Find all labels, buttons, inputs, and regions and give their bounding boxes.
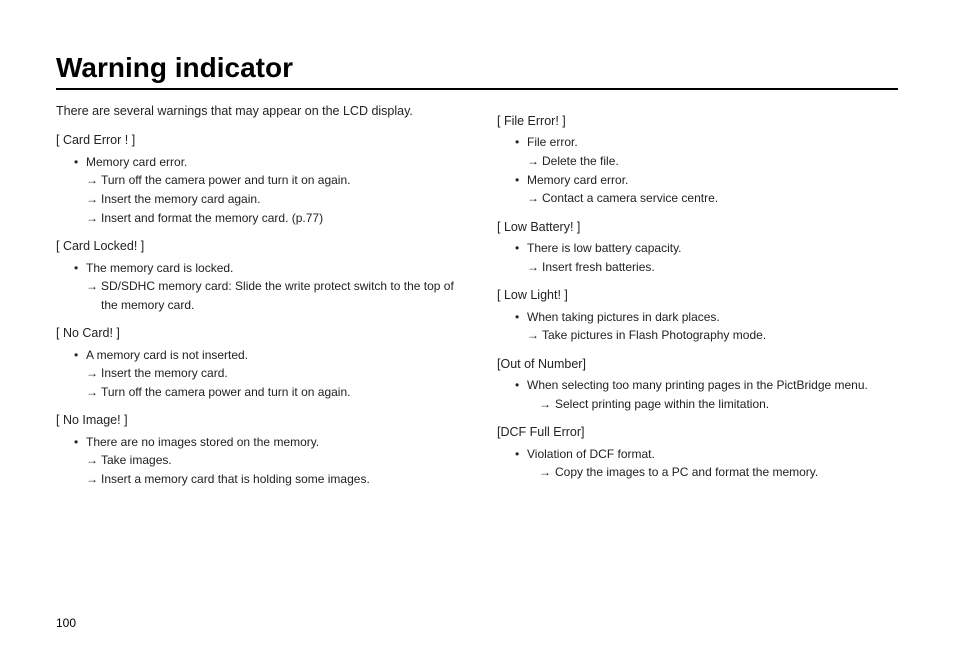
warning-heading: [DCF Full Error] bbox=[497, 423, 898, 442]
warning-remedy: Insert fresh batteries. bbox=[497, 258, 898, 277]
intro-text: There are several warnings that may appe… bbox=[56, 102, 457, 121]
warning-cause: The memory card is locked. bbox=[56, 259, 457, 278]
warning-cause: There is low battery capacity. bbox=[497, 239, 898, 258]
warning-heading: [ Low Battery! ] bbox=[497, 218, 898, 237]
warning-remedy: Insert and format the memory card. (p.77… bbox=[56, 209, 457, 228]
warning-remedy: Contact a camera service centre. bbox=[497, 189, 898, 208]
warning-remedy: Copy the images to a PC and format the m… bbox=[497, 463, 898, 482]
warning-remedy: Turn off the camera power and turn it on… bbox=[56, 383, 457, 402]
warning-remedy: Insert the memory card again. bbox=[56, 190, 457, 209]
left-column: There are several warnings that may appe… bbox=[56, 102, 457, 620]
warning-cause: Memory card error. bbox=[497, 171, 898, 190]
page-number: 100 bbox=[56, 616, 76, 630]
warning-heading: [ Low Light! ] bbox=[497, 286, 898, 305]
right-column: [ File Error! ] File error.Delete the fil… bbox=[497, 102, 898, 620]
content-columns: There are several warnings that may appe… bbox=[56, 102, 898, 620]
page-title: Warning indicator bbox=[56, 52, 898, 90]
warning-heading: [ No Image! ] bbox=[56, 411, 457, 430]
warning-heading: [ Card Error ! ] bbox=[56, 131, 457, 150]
warning-remedy: Insert a memory card that is holding som… bbox=[56, 470, 457, 489]
warning-remedy: Take images. bbox=[56, 451, 457, 470]
warning-heading: [ Card Locked! ] bbox=[56, 237, 457, 256]
warning-cause: There are no images stored on the memory… bbox=[56, 433, 457, 452]
warning-heading: [ File Error! ] bbox=[497, 112, 898, 131]
warning-cause: A memory card is not inserted. bbox=[56, 346, 457, 365]
warning-cause: When taking pictures in dark places. bbox=[497, 308, 898, 327]
page: Warning indicator There are several warn… bbox=[0, 0, 954, 660]
warning-remedy: SD/SDHC memory card: Slide the write pro… bbox=[56, 277, 457, 314]
warning-remedy: Turn off the camera power and turn it on… bbox=[56, 171, 457, 190]
warning-cause: Memory card error. bbox=[56, 153, 457, 172]
warning-cause: File error. bbox=[497, 133, 898, 152]
warning-remedy: Insert the memory card. bbox=[56, 364, 457, 383]
warning-heading: [Out of Number] bbox=[497, 355, 898, 374]
warning-cause: When selecting too many printing pages i… bbox=[497, 376, 898, 395]
warning-heading: [ No Card! ] bbox=[56, 324, 457, 343]
warning-remedy: Take pictures in Flash Photography mode. bbox=[497, 326, 898, 345]
warning-remedy: Select printing page within the limitati… bbox=[497, 395, 898, 414]
warning-remedy: Delete the file. bbox=[497, 152, 898, 171]
warning-cause: Violation of DCF format. bbox=[497, 445, 898, 464]
